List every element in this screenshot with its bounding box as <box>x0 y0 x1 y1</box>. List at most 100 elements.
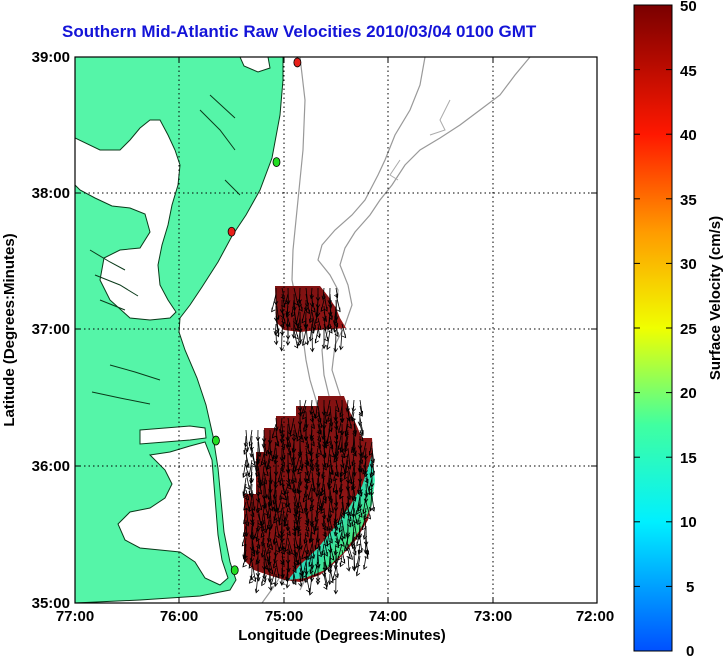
velocity-arrow <box>249 567 255 581</box>
velocity-arrow <box>363 507 368 521</box>
velocity-arrow <box>308 573 313 596</box>
velocity-arrow <box>314 329 319 344</box>
velocity-arrow <box>301 305 307 324</box>
colorbar-tick-label: 15 <box>680 450 697 467</box>
velocity-arrow <box>261 519 266 532</box>
velocity-arrow <box>345 423 350 437</box>
velocity-arrow <box>304 411 309 429</box>
velocity-arrow <box>320 477 325 497</box>
velocity-arrow <box>273 453 279 465</box>
velocity-arrow <box>286 501 291 514</box>
velocity-arrow <box>338 417 343 434</box>
velocity-arrow <box>334 465 339 478</box>
velocity-arrow <box>284 531 289 553</box>
velocity-arrow <box>269 447 274 462</box>
velocity-arrow <box>351 483 356 501</box>
velocity-arrow <box>275 435 280 447</box>
velocity-arrow <box>304 513 309 527</box>
velocity-arrow <box>273 323 279 336</box>
velocity-arrow <box>333 525 339 537</box>
velocity-arrow <box>357 543 362 555</box>
velocity-arrow <box>268 561 274 575</box>
velocity-arrow <box>352 459 357 477</box>
velocity-arrow <box>303 549 309 561</box>
velocity-arrow <box>339 411 345 424</box>
velocity-arrow <box>249 549 255 563</box>
velocity-arrow <box>314 507 319 523</box>
velocity-arrow <box>285 567 290 582</box>
velocity-arrow <box>279 519 284 540</box>
velocity-arrow <box>333 519 339 532</box>
velocity-arrow <box>285 329 291 346</box>
velocity-arrow <box>255 501 261 514</box>
velocity-arrow <box>273 555 278 569</box>
velocity-arrow <box>327 477 332 490</box>
hf-radar-stations <box>212 57 302 576</box>
x-tick-label: 75:00 <box>265 608 303 625</box>
velocity-arrow <box>305 293 310 315</box>
velocity-arrow <box>334 287 339 299</box>
velocity-arrow <box>356 555 361 577</box>
velocity-arrow <box>335 293 341 313</box>
velocity-arrow <box>326 399 331 417</box>
velocity-arrow <box>333 543 339 556</box>
velocity-arrow <box>323 555 328 571</box>
velocity-arrow <box>292 573 297 586</box>
velocity-arrow <box>322 489 327 504</box>
colorbar-tick-label: 25 <box>680 321 697 338</box>
velocity-arrow <box>304 477 309 491</box>
velocity-arrow <box>273 329 279 346</box>
velocity-arrow <box>248 555 253 569</box>
velocity-arrow <box>309 561 314 575</box>
velocity-arrow <box>344 435 349 453</box>
velocity-arrow <box>339 465 344 478</box>
velocity-arrow <box>316 423 321 435</box>
velocity-arrow <box>303 501 309 513</box>
velocity-arrow <box>322 519 327 531</box>
velocity-arrow <box>244 465 249 477</box>
colorbar-tick-label: 35 <box>680 192 697 209</box>
velocity-arrow <box>287 441 292 456</box>
velocity-arrow <box>334 317 339 328</box>
velocity-arrow <box>327 507 333 519</box>
velocity-arrow <box>315 447 320 459</box>
velocity-arrow <box>357 525 363 539</box>
velocity-arrow <box>339 329 344 351</box>
velocity-arrow <box>356 549 361 568</box>
velocity-arrow <box>249 525 254 540</box>
x-tick-marks <box>74 57 598 603</box>
velocity-arrow <box>286 459 291 474</box>
velocity-arrow <box>298 573 303 588</box>
station-marker <box>272 157 281 168</box>
station-marker <box>212 435 220 446</box>
velocity-arrow <box>286 435 292 448</box>
velocity-arrows-north <box>271 287 347 353</box>
velocity-arrow <box>284 513 289 527</box>
velocity-arrow <box>333 405 338 422</box>
velocity-arrow <box>299 429 305 443</box>
velocity-arrow <box>302 329 307 346</box>
velocity-arrow <box>275 561 280 579</box>
y-tick-label: 37:00 <box>32 321 70 338</box>
velocity-arrow <box>316 483 322 497</box>
velocity-arrow <box>338 513 343 533</box>
velocity-arrow <box>285 311 291 329</box>
velocity-arrow <box>351 513 356 527</box>
velocity-arrow <box>262 567 267 584</box>
velocity-arrow <box>292 543 297 557</box>
x-tick-label: 77:00 <box>56 608 94 625</box>
velocity-arrow <box>285 287 291 305</box>
river-lines <box>89 94 241 405</box>
velocity-arrow <box>361 513 367 531</box>
velocity-arrow <box>297 537 303 551</box>
velocity-arrow <box>263 459 269 477</box>
map-grid <box>75 57 597 603</box>
velocity-arrow <box>286 555 291 573</box>
velocity-arrow <box>333 483 339 495</box>
velocity-arrow <box>298 459 303 472</box>
colorbar-tick-label: 0 <box>686 643 694 659</box>
delaware-bay <box>239 57 271 73</box>
velocity-arrow <box>359 423 364 437</box>
velocity-arrow <box>333 513 338 526</box>
